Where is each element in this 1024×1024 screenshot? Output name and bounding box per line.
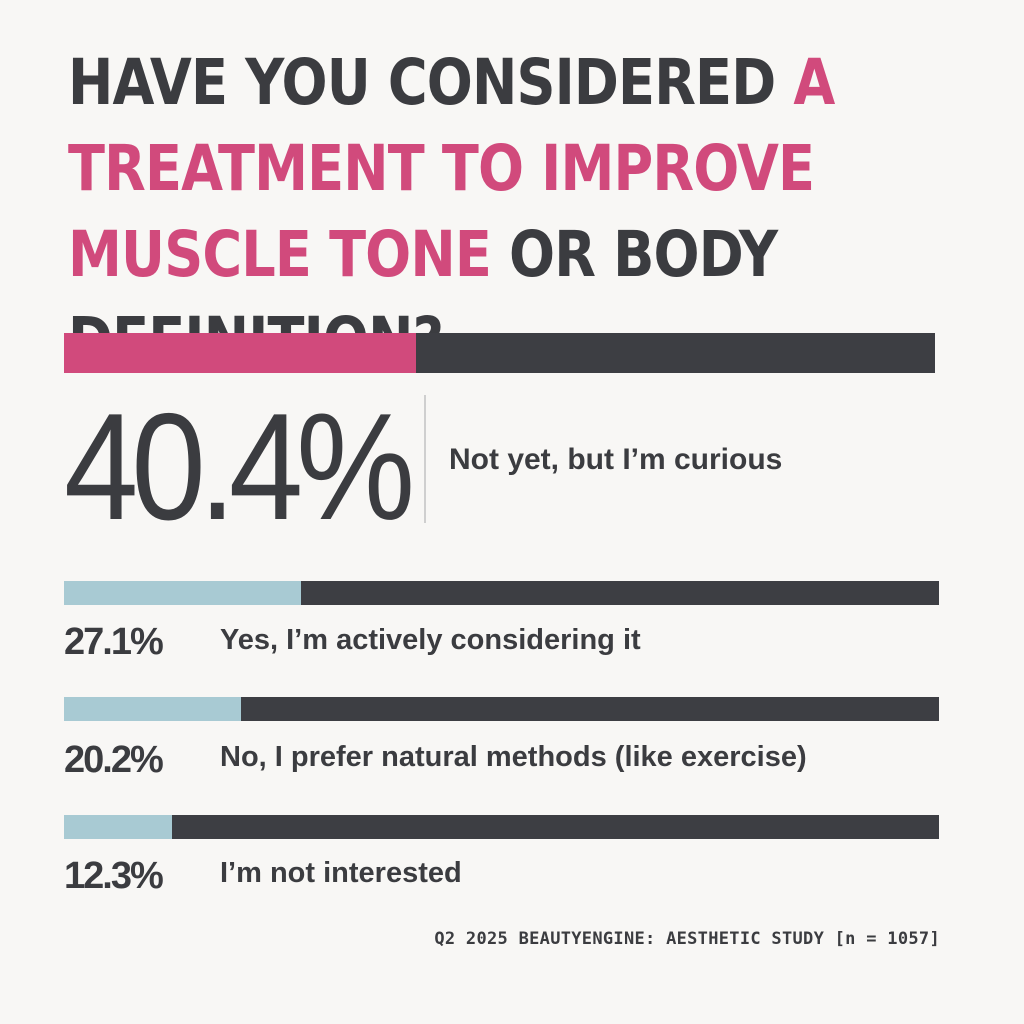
category-label-0: Not yet, but I’m curious <box>449 443 783 476</box>
bar-track-3 <box>64 815 939 839</box>
category-label-3: I’m not interested <box>220 857 462 889</box>
value-label-2: 20.2% <box>64 739 164 781</box>
bar-fill-2 <box>64 697 241 721</box>
category-label-1: Yes, I’m actively considering it <box>220 624 641 656</box>
value-label-0: 40.4% <box>64 382 415 552</box>
bar-fill-1 <box>64 581 302 605</box>
title-part1: HAVE YOU CONSIDERED <box>68 46 794 119</box>
source-note: Q2 2025 BEAUTYENGINE: AESTHETIC STUDY [n… <box>434 929 940 949</box>
category-label-2: No, I prefer natural methods (like exerc… <box>220 741 807 773</box>
bar-fill-0 <box>64 333 416 373</box>
bar-track-1 <box>64 581 939 605</box>
bar-track-2 <box>64 697 939 721</box>
value-label-1: 27.1% <box>64 621 164 663</box>
divider <box>424 395 426 523</box>
value-label-3: 12.3% <box>64 855 164 897</box>
bar-track-0 <box>64 333 935 373</box>
bar-fill-3 <box>64 815 172 839</box>
title-highlight: A TREATMENT TO IMPROVE MUSCLE TONE <box>68 46 835 291</box>
